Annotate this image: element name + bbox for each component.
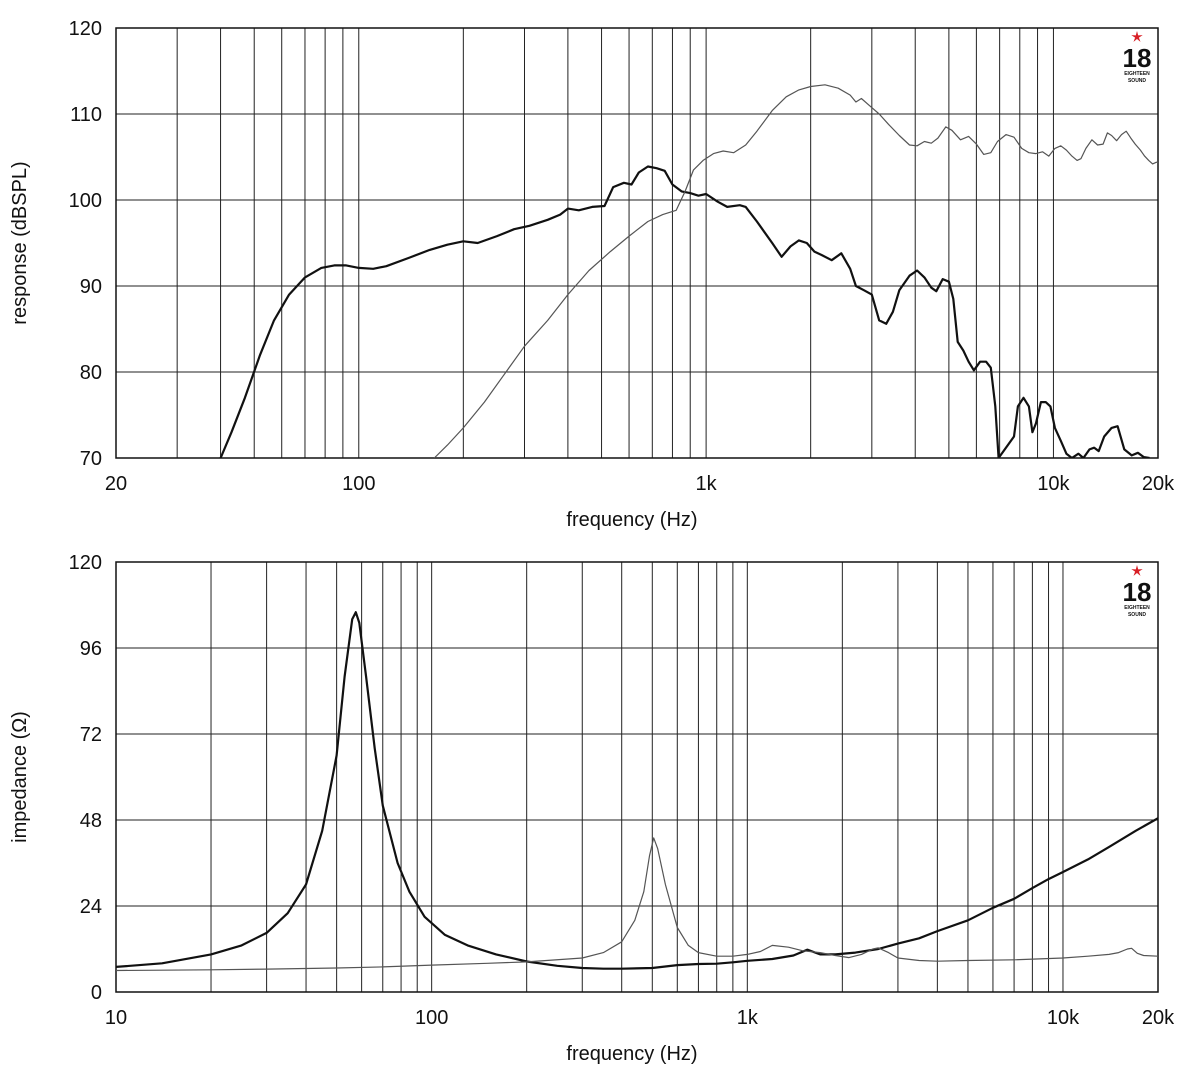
- x-tick-label: 100: [342, 473, 375, 495]
- logo-text-sound: SOUND: [1128, 612, 1146, 618]
- logo-text-eighteen: EIGHTEEN: [1124, 71, 1150, 77]
- x-tick-label: 1k: [737, 1007, 759, 1029]
- series-line-1: [219, 165, 1150, 458]
- impedance-chart: 10 100 1k 10k 20k 0 24 48 72 96 120 frequency (Hz) i…: [9, 552, 1175, 1065]
- series-line-1: [116, 611, 1158, 970]
- y-axis-label: response (dBSPL): [9, 161, 31, 324]
- series-line-2: [116, 837, 1158, 972]
- x-tick-label: 10k: [1037, 473, 1070, 495]
- y-tick-label: 24: [80, 896, 102, 918]
- logo-star-icon: [1131, 565, 1143, 576]
- x-tick-label: 10k: [1047, 1007, 1080, 1029]
- y-tick-label: 90: [80, 276, 102, 298]
- x-tick-label: 20: [105, 473, 127, 495]
- x-axis-label: frequency (Hz): [566, 1043, 697, 1065]
- y-tick-label: 120: [69, 18, 102, 40]
- y-tick-label: 72: [80, 724, 102, 746]
- y-tick-label: 100: [69, 190, 102, 212]
- y-tick-label: 120: [69, 552, 102, 574]
- series-line-2: [433, 84, 1158, 458]
- plot-frame: [115, 27, 1159, 459]
- y-tick-label: 70: [80, 448, 102, 470]
- y-tick-label: 110: [70, 104, 102, 126]
- x-tick-label: 10: [105, 1007, 127, 1029]
- y-axis-label: impedance (Ω): [9, 711, 31, 843]
- logo-number: 18: [1123, 43, 1152, 73]
- logo-text-sound: SOUND: [1128, 78, 1146, 84]
- plot-frame: [115, 561, 1159, 993]
- logo-number: 18: [1123, 577, 1152, 607]
- y-tick-label: 96: [80, 638, 102, 660]
- x-tick-label: 100: [415, 1007, 448, 1029]
- x-axis-label: frequency (Hz): [566, 509, 697, 531]
- x-tick-label: 20k: [1142, 473, 1175, 495]
- frequency-response-chart: 20 100 1k 10k 20k 70 80 90 100 110 120 frequency (H…: [9, 18, 1175, 531]
- y-tick-label: 0: [91, 982, 102, 1004]
- logo-star-icon: [1131, 31, 1143, 42]
- y-tick-label: 80: [80, 362, 102, 384]
- y-tick-label: 48: [80, 810, 102, 832]
- x-tick-label: 20k: [1142, 1007, 1175, 1029]
- x-tick-label: 1k: [696, 473, 718, 495]
- logo-text-eighteen: EIGHTEEN: [1124, 605, 1150, 611]
